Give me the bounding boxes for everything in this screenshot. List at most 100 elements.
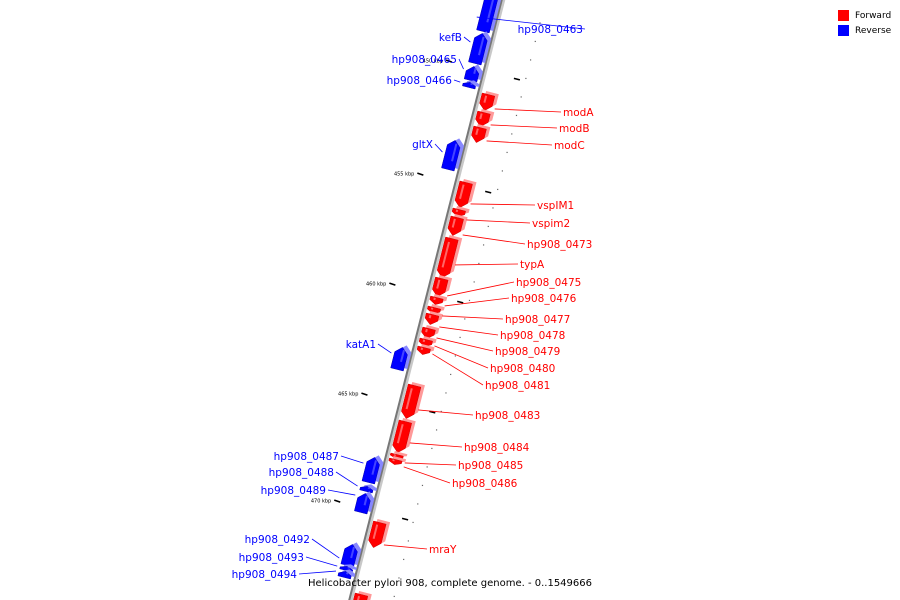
gene-label[interactable]: hp908_0492: [245, 534, 310, 546]
gene-feature[interactable]: [451, 206, 470, 217]
reverse-gene-arrow[interactable]: [476, 0, 498, 34]
gene-feature[interactable]: [424, 311, 443, 325]
minor-tick: [525, 77, 527, 80]
forward-gene-arrow[interactable]: [368, 520, 387, 548]
gene-leader-line: [327, 489, 356, 496]
gene-feature[interactable]: [468, 31, 492, 66]
gene-label[interactable]: hp908_0486: [452, 478, 518, 490]
gene-feature[interactable]: [427, 304, 445, 314]
reverse-gene-arrow[interactable]: [359, 486, 374, 494]
forward-gene-arrow[interactable]: [447, 215, 464, 236]
gene-label[interactable]: hp908_0483: [475, 410, 540, 422]
gene-feature[interactable]: [361, 455, 384, 485]
gene-label[interactable]: hp908_0487: [274, 451, 339, 463]
minor-tick: [520, 96, 522, 98]
forward-gene-arrow[interactable]: [432, 276, 449, 297]
forward-gene-arrow[interactable]: [401, 383, 422, 419]
forward-gene-arrow[interactable]: [475, 110, 491, 127]
gene-feature[interactable]: [359, 484, 377, 494]
gene-label[interactable]: modB: [559, 123, 590, 135]
gene-label[interactable]: hp908_0489: [261, 485, 326, 497]
gene-feature[interactable]: [421, 325, 440, 339]
gene-feature[interactable]: [392, 418, 416, 453]
gene-label[interactable]: hp908_0485: [458, 460, 523, 472]
gene-leader-line: [383, 544, 428, 550]
gene-label[interactable]: hp908_0493: [239, 552, 304, 564]
gene-leader-line: [418, 409, 474, 416]
gene-feature[interactable]: [432, 275, 453, 297]
major-tick: [389, 282, 396, 286]
gene-feature[interactable]: [463, 64, 483, 83]
gene-leader-line: [439, 326, 499, 336]
gene-label[interactable]: modA: [563, 107, 594, 119]
gene-leader-line: [455, 263, 519, 266]
gene-feature[interactable]: [368, 519, 391, 548]
gene-label[interactable]: mraY: [429, 544, 457, 556]
gene-highlight: [357, 595, 361, 600]
forward-gene-arrow[interactable]: [388, 457, 403, 465]
forward-gene-arrow[interactable]: [479, 92, 496, 111]
gene-feature[interactable]: [429, 294, 448, 305]
gene-label[interactable]: hp908_0473: [527, 239, 592, 251]
gene-feature[interactable]: [401, 382, 425, 419]
gene-feature[interactable]: [340, 542, 362, 568]
gene-highlight: [483, 95, 488, 103]
gene-label[interactable]: katA1: [346, 339, 376, 351]
forward-gene-arrow[interactable]: [392, 419, 413, 453]
gene-label[interactable]: vspim2: [532, 218, 570, 230]
legend-label-forward: Forward: [855, 10, 892, 21]
gene-shade: [394, 451, 408, 457]
major-tick: [361, 392, 368, 396]
gene-feature[interactable]: [441, 138, 465, 172]
gene-feature[interactable]: [462, 80, 480, 90]
gene-highlight: [425, 328, 428, 333]
gene-label[interactable]: hp908_0480: [490, 363, 555, 375]
forward-gene-arrow[interactable]: [424, 312, 440, 325]
gene-feature[interactable]: [436, 235, 463, 278]
forward-gene-arrow[interactable]: [454, 180, 473, 208]
gene-feature[interactable]: [390, 345, 412, 372]
gene-label[interactable]: vspIM1: [537, 200, 574, 212]
gene-feature[interactable]: [471, 124, 491, 143]
gene-label[interactable]: gltX: [412, 139, 433, 151]
gene-feature[interactable]: [454, 179, 477, 208]
gene-label[interactable]: typA: [520, 259, 545, 271]
gene-feature[interactable]: [337, 569, 356, 580]
gene-label[interactable]: hp908_0478: [500, 330, 565, 342]
forward-gene-arrow[interactable]: [429, 295, 444, 305]
forward-gene-arrow[interactable]: [436, 236, 459, 278]
forward-gene-arrow[interactable]: [352, 592, 369, 600]
gene-feature[interactable]: [389, 451, 408, 459]
gene-highlight: [479, 113, 483, 120]
gene-label[interactable]: hp908_0463: [518, 24, 583, 36]
reverse-gene-arrow[interactable]: [462, 82, 476, 90]
gene-label[interactable]: hp908_0477: [505, 314, 570, 326]
minor-tick: [497, 188, 499, 191]
gene-label[interactable]: kefB: [439, 32, 462, 44]
forward-gene-arrow[interactable]: [416, 345, 431, 355]
gene-label[interactable]: modC: [554, 140, 585, 152]
gene-label[interactable]: hp908_0494: [232, 569, 298, 581]
gene-feature[interactable]: [352, 591, 372, 600]
gene-label[interactable]: hp908_0475: [516, 277, 581, 289]
forward-swatch: [838, 10, 849, 21]
gene-feature[interactable]: [354, 491, 375, 515]
gene-feature[interactable]: [388, 456, 407, 465]
gene-feature[interactable]: [475, 109, 495, 127]
forward-gene-arrow[interactable]: [471, 125, 487, 143]
gene-label[interactable]: hp908_0488: [269, 467, 334, 479]
gene-label[interactable]: hp908_0466: [387, 75, 453, 87]
major-tick: [401, 517, 409, 521]
gene-leader-line: [403, 466, 451, 484]
gene-feature[interactable]: [416, 344, 435, 355]
minor-tick: [445, 392, 447, 394]
gene-label[interactable]: hp908_0479: [495, 346, 560, 358]
gene-feature[interactable]: [476, 0, 502, 34]
gene-feature[interactable]: [447, 214, 468, 236]
gene-label[interactable]: hp908_0484: [464, 442, 530, 454]
gene-label[interactable]: hp908_0465: [392, 54, 457, 66]
forward-gene-arrow[interactable]: [421, 326, 436, 339]
gene-feature[interactable]: [479, 91, 499, 111]
gene-label[interactable]: hp908_0481: [485, 380, 550, 392]
gene-label[interactable]: hp908_0476: [511, 293, 577, 305]
